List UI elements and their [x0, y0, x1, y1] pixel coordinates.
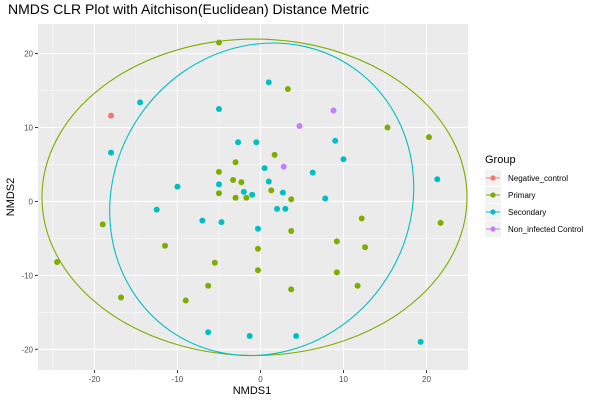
- point-primary: [425, 134, 432, 141]
- point-primary: [437, 219, 444, 226]
- point-primary: [384, 124, 391, 131]
- legend-title: Group: [485, 154, 516, 166]
- x-tick-label: 10: [339, 375, 348, 384]
- point-secondary: [249, 191, 256, 198]
- point-primary: [243, 194, 250, 201]
- point-primary: [215, 39, 222, 46]
- legend-marker-negative-control: [490, 175, 496, 181]
- legend-marker-non-infected-control: [490, 226, 496, 232]
- point-primary: [238, 179, 245, 186]
- point-primary: [333, 269, 340, 276]
- point-secondary: [235, 139, 242, 146]
- point-negative-control: [108, 112, 115, 119]
- point-primary: [182, 297, 189, 304]
- legend-label-primary: Primary: [508, 191, 536, 200]
- point-primary: [211, 259, 218, 266]
- point-primary: [215, 168, 222, 175]
- point-secondary: [322, 195, 329, 202]
- point-non-infected-control: [330, 107, 337, 114]
- ellipse-secondary: [109, 42, 415, 357]
- point-secondary: [332, 137, 339, 144]
- point-secondary: [309, 169, 316, 176]
- point-primary: [288, 196, 295, 203]
- y-tick-label: 20: [24, 50, 33, 59]
- point-primary: [99, 221, 106, 228]
- point-primary: [288, 228, 295, 235]
- confidence-ellipses: [41, 38, 468, 357]
- y-tick-label: -10: [21, 271, 33, 280]
- point-primary: [54, 259, 61, 266]
- point-primary: [215, 190, 222, 197]
- point-non-infected-control: [280, 163, 287, 170]
- point-secondary: [282, 205, 289, 212]
- point-primary: [288, 286, 295, 293]
- point-secondary: [108, 149, 115, 156]
- point-secondary: [261, 165, 268, 172]
- point-secondary: [417, 338, 424, 345]
- legend-label-non-infected-control: Non_infected Control: [508, 225, 583, 234]
- point-non-infected-control: [296, 123, 303, 130]
- x-tick-label: 20: [422, 375, 431, 384]
- point-secondary: [340, 156, 347, 163]
- legend-label-secondary: Secondary: [508, 208, 546, 217]
- point-primary: [254, 245, 261, 252]
- point-secondary: [265, 178, 272, 185]
- point-primary: [254, 267, 261, 274]
- x-tick-label: -10: [172, 375, 184, 384]
- point-primary: [358, 215, 365, 222]
- point-secondary: [174, 183, 181, 190]
- point-primary: [232, 159, 239, 166]
- point-primary: [205, 282, 212, 289]
- point-secondary: [137, 99, 144, 106]
- point-secondary: [274, 205, 281, 212]
- point-primary: [362, 244, 369, 251]
- x-axis-ticks: -20 -10 0 10 20: [89, 370, 431, 384]
- point-secondary: [215, 106, 222, 113]
- legend-label-negative-control: Negative_control: [508, 174, 568, 183]
- point-primary: [354, 282, 361, 289]
- point-primary: [118, 294, 125, 301]
- point-secondary: [215, 181, 222, 188]
- gridlines: [38, 24, 468, 370]
- point-primary: [162, 242, 169, 249]
- point-secondary: [279, 189, 286, 196]
- point-secondary: [240, 188, 247, 195]
- legend-marker-primary: [490, 192, 496, 198]
- y-tick-label: 0: [29, 197, 34, 206]
- point-secondary: [434, 176, 441, 183]
- y-axis-title: NMDS2: [5, 178, 17, 217]
- chart-title: NMDS CLR Plot with Aitchison(Euclidean) …: [8, 1, 369, 17]
- point-secondary: [153, 206, 160, 213]
- x-tick-label: 0: [258, 375, 263, 384]
- point-primary: [333, 238, 340, 245]
- point-secondary: [199, 217, 206, 224]
- x-tick-label: -20: [89, 375, 101, 384]
- legend: Group Negative_control Primary Secondary No…: [485, 154, 583, 237]
- y-tick-label: 10: [24, 124, 33, 133]
- point-primary: [232, 194, 239, 201]
- point-secondary: [265, 79, 272, 86]
- legend-marker-secondary: [490, 209, 496, 215]
- point-primary: [268, 187, 275, 194]
- data-points: [54, 39, 444, 345]
- x-axis-title: NMDS1: [233, 385, 272, 397]
- point-primary: [271, 151, 278, 158]
- point-secondary: [293, 332, 300, 339]
- point-primary: [284, 86, 291, 93]
- y-axis-ticks: -20 -10 0 10 20: [21, 50, 38, 354]
- point-secondary: [218, 219, 225, 226]
- point-secondary: [205, 329, 212, 336]
- y-tick-label: -20: [21, 345, 33, 354]
- point-secondary: [253, 139, 260, 146]
- point-secondary: [246, 332, 253, 339]
- point-secondary: [254, 225, 261, 232]
- point-primary: [230, 176, 237, 183]
